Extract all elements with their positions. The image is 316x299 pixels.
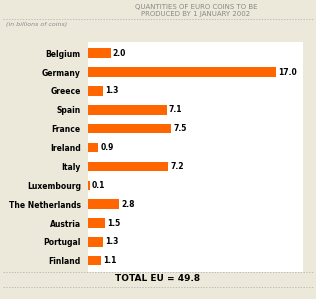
Text: QUANTITIES OF EURO COINS TO BE: QUANTITIES OF EURO COINS TO BE xyxy=(135,4,257,10)
Text: 2.8: 2.8 xyxy=(122,200,135,209)
Text: TOTAL EU = 49.8: TOTAL EU = 49.8 xyxy=(115,274,201,283)
Bar xyxy=(88,48,111,58)
Bar xyxy=(88,218,105,228)
Text: 1.3: 1.3 xyxy=(105,86,118,95)
Bar xyxy=(88,67,276,77)
Text: PRODUCED BY 1 JANUARY 2002: PRODUCED BY 1 JANUARY 2002 xyxy=(141,11,251,17)
Text: 1.3: 1.3 xyxy=(105,237,118,246)
Text: 1.5: 1.5 xyxy=(107,219,120,228)
Text: 7.5: 7.5 xyxy=(173,124,187,133)
Bar xyxy=(88,124,171,133)
Text: 1.1: 1.1 xyxy=(103,256,116,265)
Bar xyxy=(88,181,89,190)
Bar xyxy=(88,105,167,115)
Text: (in billions of coins): (in billions of coins) xyxy=(6,22,68,28)
Bar xyxy=(88,86,103,96)
Text: 0.1: 0.1 xyxy=(92,181,105,190)
Text: 7.1: 7.1 xyxy=(169,105,182,114)
Bar xyxy=(88,237,103,247)
Bar xyxy=(88,256,100,266)
Text: 17.0: 17.0 xyxy=(278,68,297,77)
Bar xyxy=(88,162,168,171)
Bar xyxy=(88,143,98,152)
Text: 2.0: 2.0 xyxy=(113,49,126,58)
Bar xyxy=(88,199,119,209)
Text: 0.9: 0.9 xyxy=(100,143,114,152)
Text: 7.2: 7.2 xyxy=(170,162,184,171)
